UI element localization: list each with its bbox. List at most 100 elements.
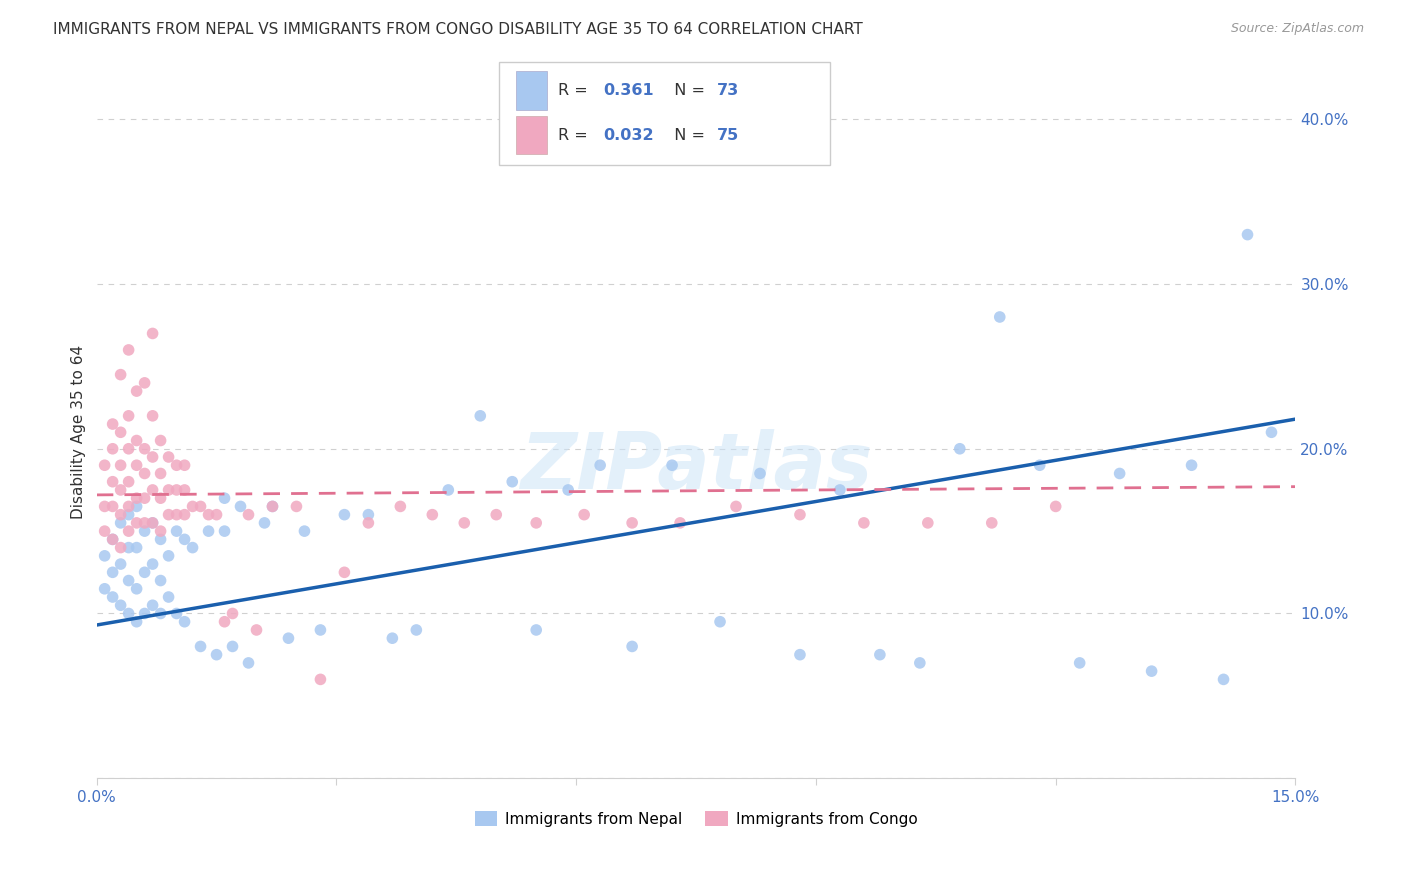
Y-axis label: Disability Age 35 to 64: Disability Age 35 to 64: [72, 345, 86, 519]
Point: [125, 541, 148, 555]
Point: [134, 376, 156, 390]
Point: [621, 640, 644, 654]
Point: [789, 648, 811, 662]
Point: [125, 615, 148, 629]
Point: [93, 500, 115, 514]
Point: [142, 599, 165, 613]
Point: [181, 500, 204, 514]
Point: [166, 483, 188, 497]
Point: [238, 656, 260, 670]
Point: [524, 516, 547, 530]
Point: [110, 368, 132, 382]
Point: [357, 516, 380, 530]
Text: 75: 75: [717, 128, 740, 143]
Text: R =: R =: [558, 128, 593, 143]
Point: [828, 483, 851, 497]
Point: [1028, 458, 1050, 473]
Point: [724, 500, 747, 514]
Point: [988, 310, 1011, 324]
Point: [197, 508, 219, 522]
Point: [501, 475, 523, 489]
Point: [285, 500, 308, 514]
Point: [589, 458, 612, 473]
Point: [661, 458, 683, 473]
Point: [101, 533, 124, 547]
Point: [142, 516, 165, 530]
Point: [852, 516, 875, 530]
Point: [101, 533, 124, 547]
Point: [453, 516, 475, 530]
Point: [214, 491, 236, 506]
Point: [524, 623, 547, 637]
Point: [134, 524, 156, 538]
Point: [572, 508, 595, 522]
Legend: Immigrants from Nepal, Immigrants from Congo: Immigrants from Nepal, Immigrants from C…: [468, 805, 924, 833]
Point: [221, 640, 243, 654]
Point: [157, 590, 180, 604]
Point: [117, 524, 139, 538]
Point: [166, 524, 188, 538]
Point: [190, 640, 212, 654]
Point: [949, 442, 972, 456]
Point: [262, 500, 284, 514]
Point: [197, 524, 219, 538]
Point: [110, 458, 132, 473]
Point: [1212, 673, 1234, 687]
Point: [917, 516, 939, 530]
Point: [214, 615, 236, 629]
Point: [110, 516, 132, 530]
Point: [245, 623, 267, 637]
Point: [980, 516, 1002, 530]
Point: [125, 582, 148, 596]
Point: [669, 516, 692, 530]
Point: [149, 574, 172, 588]
Point: [166, 458, 188, 473]
Point: [789, 508, 811, 522]
Point: [110, 483, 132, 497]
Point: [173, 483, 195, 497]
Point: [1069, 656, 1091, 670]
Text: IMMIGRANTS FROM NEPAL VS IMMIGRANTS FROM CONGO DISABILITY AGE 35 TO 64 CORRELATI: IMMIGRANTS FROM NEPAL VS IMMIGRANTS FROM…: [53, 22, 863, 37]
Point: [101, 417, 124, 431]
Point: [173, 615, 195, 629]
Point: [389, 500, 412, 514]
Point: [173, 508, 195, 522]
Point: [1140, 664, 1163, 678]
Point: [93, 582, 115, 596]
Point: [142, 516, 165, 530]
Point: [333, 508, 356, 522]
Point: [142, 483, 165, 497]
Point: [117, 343, 139, 357]
Point: [101, 566, 124, 580]
Point: [110, 541, 132, 555]
Point: [205, 508, 228, 522]
Point: [238, 508, 260, 522]
Point: [229, 500, 252, 514]
Point: [357, 508, 380, 522]
Point: [333, 566, 356, 580]
Point: [173, 533, 195, 547]
Point: [117, 574, 139, 588]
Point: [110, 425, 132, 440]
Point: [117, 607, 139, 621]
Point: [277, 631, 299, 645]
Point: [157, 483, 180, 497]
Point: [294, 524, 316, 538]
Point: [190, 500, 212, 514]
Point: [381, 631, 404, 645]
Point: [101, 442, 124, 456]
Point: [181, 541, 204, 555]
Point: [709, 615, 731, 629]
Point: [470, 409, 492, 423]
Point: [117, 508, 139, 522]
Point: [253, 516, 276, 530]
Point: [485, 508, 508, 522]
Point: [166, 508, 188, 522]
Point: [420, 508, 443, 522]
Point: [149, 434, 172, 448]
Text: Source: ZipAtlas.com: Source: ZipAtlas.com: [1230, 22, 1364, 36]
Point: [134, 442, 156, 456]
Point: [110, 557, 132, 571]
Point: [142, 450, 165, 464]
Point: [149, 533, 172, 547]
